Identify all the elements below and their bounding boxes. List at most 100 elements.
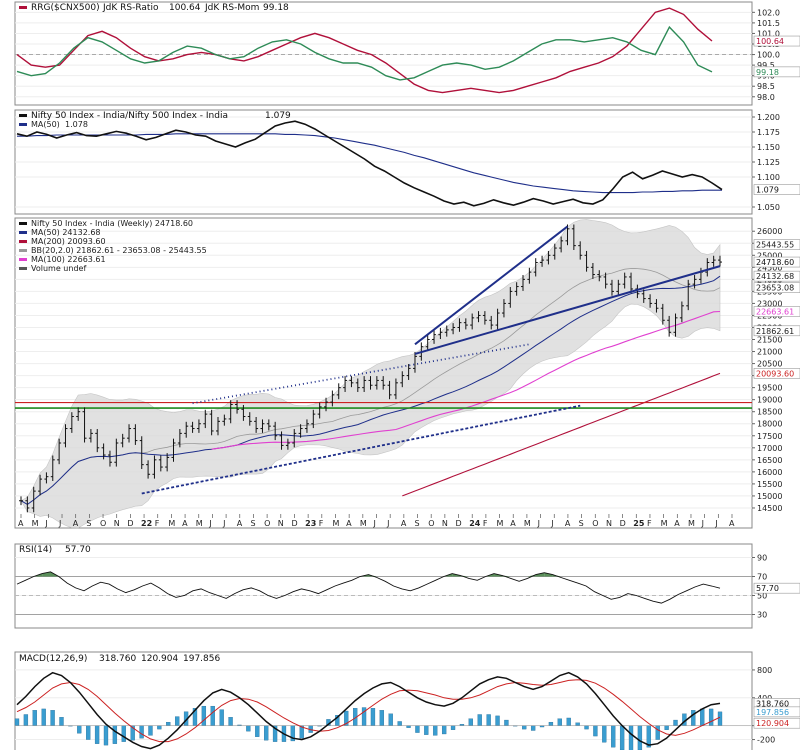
x-tick-label-27: J <box>386 519 389 528</box>
price-y-tick-label-0: 26000 <box>757 227 782 236</box>
macd-hist-value-tag-box <box>753 706 800 718</box>
rsi-y-tick-label-0: 90 <box>757 554 767 563</box>
macd-histogram-bar <box>59 717 64 726</box>
rrg-momentum-value-tag-box <box>753 66 800 78</box>
macd-histogram-bar <box>370 708 376 726</box>
rrg-legend-swatch <box>19 6 27 9</box>
x-tick-label-49: M <box>688 519 695 528</box>
rrg-ratio-value-tag-box <box>753 35 800 47</box>
price-y-tick-label-21: 15500 <box>757 480 782 489</box>
rrg-y-tick-label-8: 98.0 <box>757 93 775 102</box>
ratio-legend-label: Nifty 50 Index - India/Nifty 500 Index -… <box>31 111 228 121</box>
ratio-legend-value: 1.079 <box>265 111 291 121</box>
macd-histogram-bar <box>691 710 696 726</box>
ratio-y-tick-label-4: 1.100 <box>757 173 780 182</box>
x-tick-label-50: J <box>701 519 704 528</box>
macd-histogram-bar <box>148 725 153 736</box>
macd-histogram-bar <box>593 725 598 737</box>
x-tick-label-17: S <box>250 519 255 528</box>
price-ma200-line <box>402 372 721 497</box>
x-tick-label-41: S <box>579 519 584 528</box>
x-tick-label-7: N <box>114 519 120 528</box>
x-tick-label-12: A <box>182 519 188 528</box>
macd-histogram-bar <box>406 725 411 728</box>
price-y-tick-label-13: 19500 <box>757 384 782 393</box>
price-panel-frame <box>14 217 753 529</box>
price-value-tag-4: 22663.61 <box>756 308 794 317</box>
x-tick-label-47: M <box>661 519 668 528</box>
rsi-panel-frame <box>14 543 753 629</box>
macd-signal-value-tag-box <box>753 717 800 729</box>
x-tick-label-52: A <box>729 519 735 528</box>
channel-upper-trendline <box>414 225 569 346</box>
rrg-legend-mom-label: JdK RS-Mom <box>204 3 259 13</box>
price-legend-item-0: Nifty 50 Index - India (Weekly) 24718.60 <box>31 219 193 228</box>
macd-histogram-bar <box>175 716 180 726</box>
macd-y-tick-label-0: 800 <box>757 666 772 675</box>
ratio-y-tick-label-0: 1.200 <box>757 113 780 122</box>
price-y-tick-label-3: 24500 <box>757 263 782 272</box>
x-tick-label-19: N <box>278 519 284 528</box>
price-value-tag-6: 20093.60 <box>756 369 794 378</box>
rrg-ratio-value-tag: 100.64 <box>756 37 784 46</box>
rsi-overbought-fill <box>42 571 51 577</box>
x-tick-label-5: S <box>86 519 91 528</box>
rsi-legend-label: RSI(14) <box>19 545 52 555</box>
macd-histogram-bar <box>50 710 55 726</box>
rrg-y-tick-label-7: 98.5 <box>757 82 775 91</box>
x-tick-label-29: S <box>415 519 420 528</box>
x-tick-label-8: D <box>127 519 133 528</box>
x-tick-label-34: F <box>483 519 488 528</box>
x-tick-label-2: J <box>44 519 47 528</box>
x-tick-label-44: D <box>620 519 626 528</box>
upper-dotted-trendline <box>192 343 530 405</box>
x-tick-label-39: J <box>550 519 553 528</box>
price-value-tag-2-box <box>753 270 800 282</box>
price-y-tick-label-9: 21500 <box>757 336 782 345</box>
macd-histogram-bar <box>655 725 660 740</box>
x-tick-label-26: J <box>373 519 376 528</box>
rrg-legend-symbol: RRG($CNX500) <box>31 3 100 13</box>
x-tick-label-15: J <box>222 519 225 528</box>
x-tick-label-46: F <box>647 519 652 528</box>
price-legend-item-2: MA(200) 20093.60 <box>31 237 106 246</box>
macd-histogram-bar <box>23 714 29 726</box>
price-legend-item-5: Volume undef <box>31 264 86 273</box>
x-tick-label-42: O <box>592 519 598 528</box>
rsi-value-tag-box <box>753 582 800 594</box>
ratio-y-tick-label-1: 1.175 <box>757 128 780 137</box>
macd-histogram-bar <box>450 725 456 730</box>
rrg-y-tick-label-1: 101.5 <box>757 19 780 28</box>
price-legend-swatch-0 <box>19 222 27 225</box>
price-y-tick-label-23: 14500 <box>757 504 782 513</box>
price-y-tick-label-15: 18500 <box>757 408 782 417</box>
price-value-tag-3: 23653.08 <box>756 284 794 293</box>
rsi-overbought-fill <box>552 574 561 577</box>
price-y-tick-label-10: 21000 <box>757 348 782 357</box>
macd-histogram-bar <box>708 708 714 726</box>
rsi-overbought-fill <box>544 572 553 577</box>
rsi-y-tick-label-2: 50 <box>757 592 767 601</box>
x-tick-label-6: O <box>100 519 106 528</box>
x-tick-label-1: M <box>32 519 39 528</box>
x-tick-label-20: D <box>291 519 297 528</box>
macd-histogram-bar <box>468 718 473 726</box>
x-tick-label-48: A <box>674 519 680 528</box>
price-value-tag-5-box <box>753 325 800 337</box>
x-tick-label-4: A <box>73 519 79 528</box>
macd-histogram-bar <box>112 725 118 744</box>
macd-histogram-bar <box>77 725 82 734</box>
rsi-overbought-fill <box>535 572 545 577</box>
macd-histogram-bar <box>121 725 126 742</box>
macd-histogram-bar <box>397 721 402 726</box>
macd-histogram-bar <box>530 725 536 731</box>
price-value-tag-3-box <box>753 282 800 293</box>
rsi-overbought-fill <box>368 574 377 577</box>
macd-histogram-bar <box>433 725 438 736</box>
x-tick-label-36: A <box>510 519 516 528</box>
x-tick-label-33: 24 <box>469 519 481 528</box>
macd-histogram-bar <box>495 715 500 726</box>
macd-legend-signal-value: 120.904 <box>141 654 178 664</box>
